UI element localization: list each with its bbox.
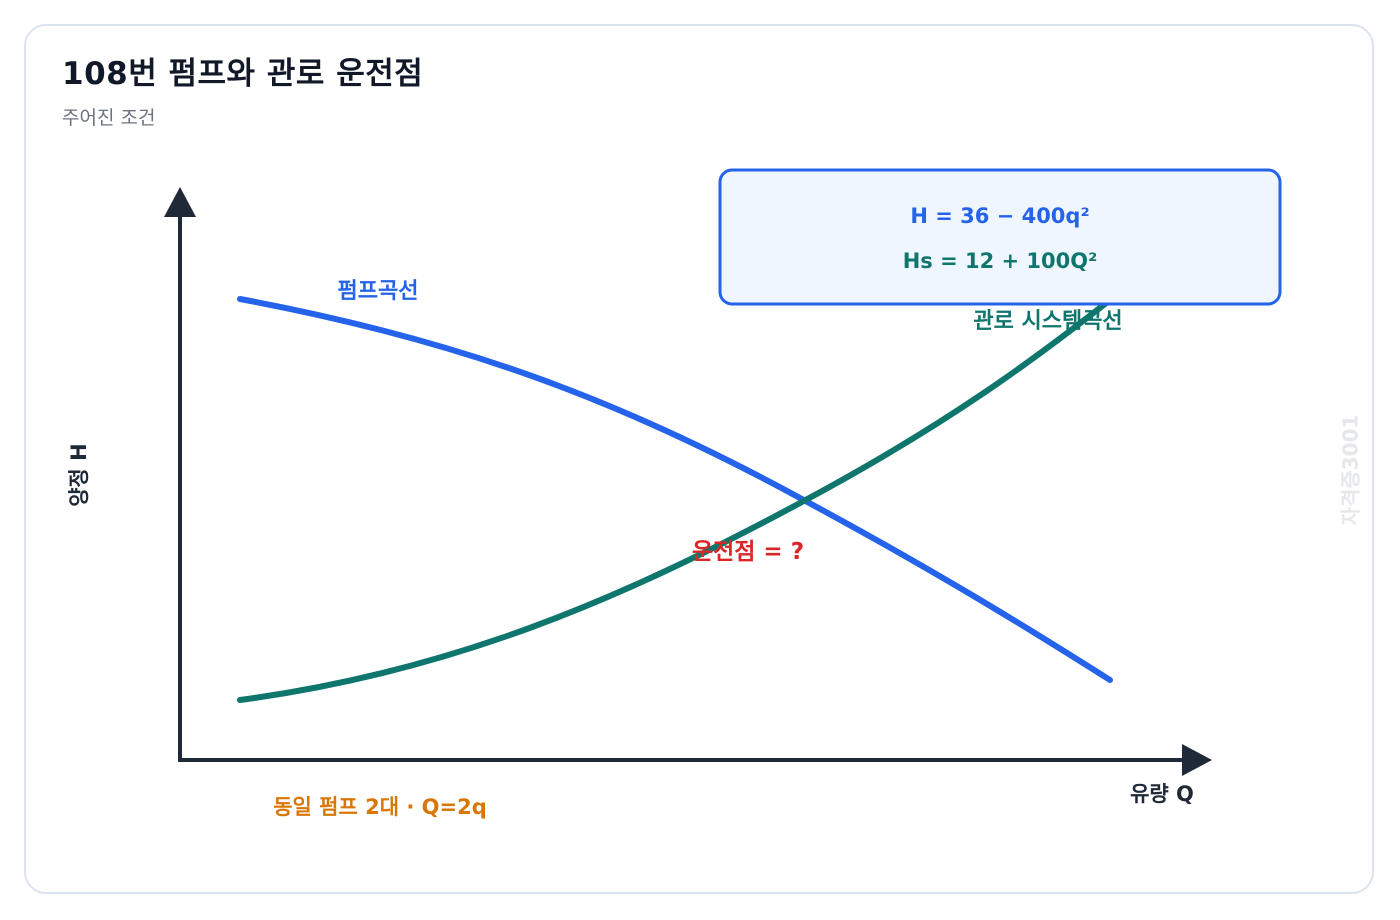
pump-curve-label: 펌프곡선	[338, 279, 419, 304]
x-axis-arrowhead	[1182, 744, 1212, 776]
equation-box	[718, 168, 1282, 306]
pump-curve	[237, 296, 1113, 683]
operating-point-label: 운전점 = ?	[692, 539, 804, 565]
pump-equation: H = 36 − 400q²	[910, 204, 1089, 228]
x-axis-label: 유량 Q	[1130, 782, 1194, 806]
system-curve	[237, 297, 1113, 703]
y-axis-arrowhead	[164, 187, 196, 217]
condition-text: 동일 펌프 2대 · Q=2q	[273, 795, 487, 819]
page-subtitle: 주어진 조건	[62, 107, 156, 129]
page-title: 108번 펌프와 관로 운전점	[62, 56, 424, 92]
system-equation: Hs = 12 + 100Q²	[903, 249, 1098, 273]
y-axis-label: 양정 H	[67, 443, 91, 507]
watermark-text: 자격증3001	[1339, 415, 1363, 526]
system-curve-label: 관로 시스템곡선	[973, 309, 1122, 334]
